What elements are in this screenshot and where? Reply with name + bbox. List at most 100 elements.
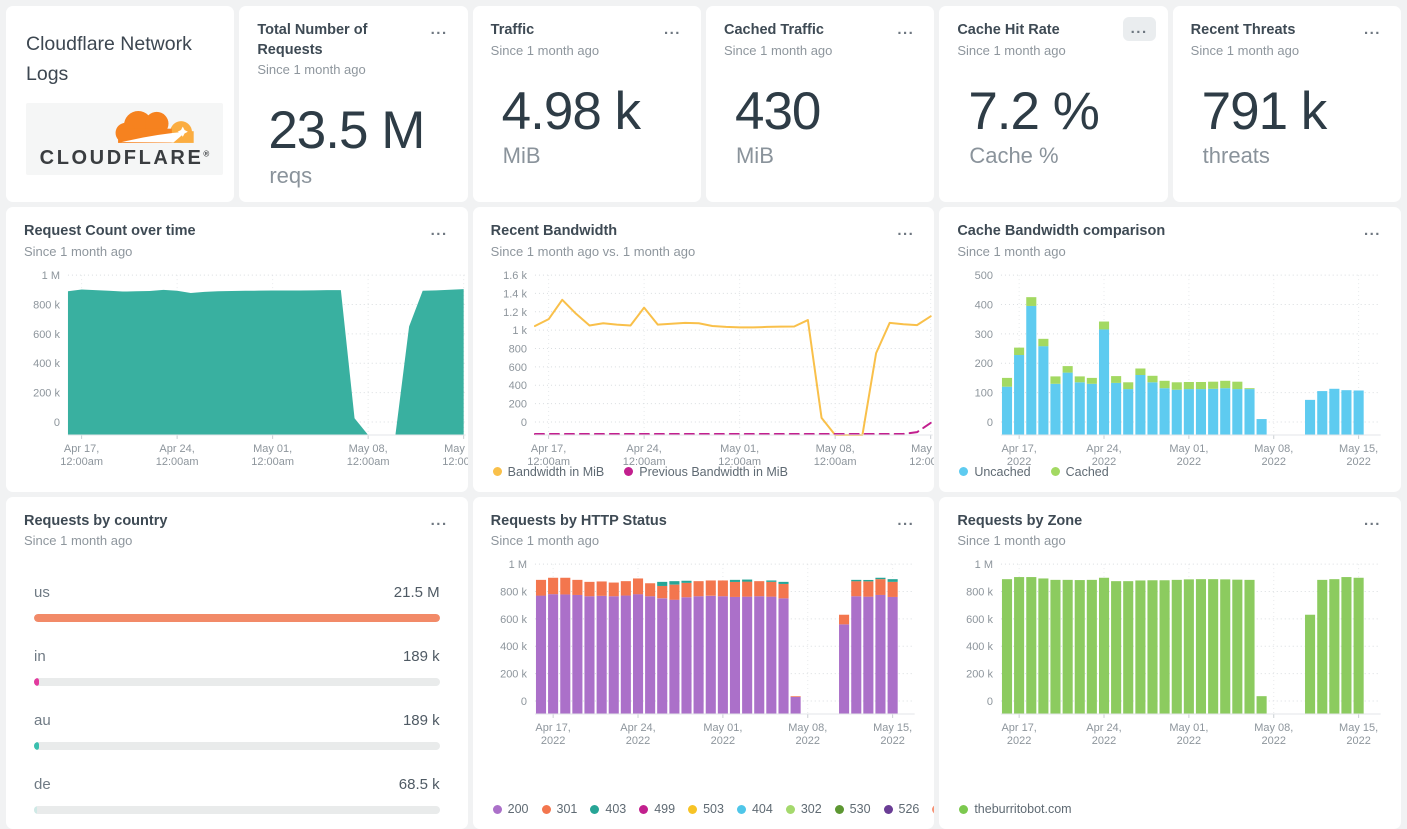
country-row-in: in 189 k	[34, 648, 440, 687]
svg-text:May 08,: May 08,	[788, 722, 827, 734]
country-bar-fill	[34, 614, 440, 623]
legend-item[interactable]: 302	[785, 802, 822, 816]
kebab-menu-button[interactable]: ...	[430, 21, 448, 38]
country-value: 21.5 M	[393, 584, 440, 602]
legend-item[interactable]: 404	[736, 802, 773, 817]
legend-item[interactable]: Previous Bandwidth in MiB	[624, 465, 788, 479]
legend-item[interactable]: theburritobot.com	[959, 802, 1072, 816]
legend-label: 301	[556, 802, 578, 817]
legend-item[interactable]: 403	[590, 802, 626, 816]
legend-label: 526	[898, 802, 920, 817]
kebab-menu-button[interactable]: ...	[1363, 511, 1381, 529]
country-row-au: au 189 k	[34, 712, 440, 751]
svg-text:May 15,: May 15,	[444, 442, 468, 454]
cloudflare-logo: CLOUDFLARE®	[26, 103, 223, 176]
svg-text:Apr 17,: Apr 17,	[535, 722, 570, 734]
kebab-menu-button[interactable]: ...	[1363, 21, 1381, 38]
svg-text:2022: 2022	[1177, 455, 1201, 467]
country-bar-track	[34, 742, 440, 751]
legend-item[interactable]: Uncached	[959, 465, 1031, 479]
bandwidth-legend: Bandwidth in MiB Previous Bandwidth in Mi…	[492, 465, 788, 479]
country-label: us	[34, 584, 50, 602]
legend-item[interactable]: Cached	[1050, 465, 1109, 479]
svg-text:500: 500	[975, 270, 993, 282]
panel-subtitle: Since 1 month ago	[1190, 42, 1300, 58]
svg-text:300: 300	[975, 328, 993, 340]
panel-title: Cached Traffic	[723, 22, 824, 38]
panel-cache-bandwidth: Cache Bandwidth comparison Since 1 month…	[939, 207, 1401, 492]
svg-text:600 k: 600 k	[33, 328, 60, 340]
svg-text:800 k: 800 k	[500, 587, 527, 599]
legend-dot-icon	[492, 467, 502, 477]
svg-text:Apr 24,: Apr 24,	[1087, 442, 1122, 454]
svg-text:400: 400	[975, 299, 993, 311]
svg-text:May 01,: May 01,	[1170, 442, 1209, 454]
country-bar-fill	[34, 742, 39, 751]
kebab-menu-button[interactable]: ...	[897, 511, 915, 529]
stat-value: 23.5 M	[268, 101, 425, 161]
kebab-menu-button[interactable]: ...	[1122, 17, 1156, 41]
svg-text:May 15,: May 15,	[1339, 722, 1378, 734]
panel-subtitle: Since 1 month ago	[723, 42, 833, 58]
kebab-menu-button[interactable]: ...	[897, 222, 915, 239]
svg-text:May 01,: May 01,	[703, 722, 742, 734]
svg-text:May 08,: May 08,	[815, 443, 854, 455]
stat-unit: reqs	[269, 162, 313, 188]
country-bar-track	[34, 806, 440, 815]
legend-label: 200	[507, 802, 529, 817]
stat-card-recent-threats: Recent Threats Since 1 month ago ... 791…	[1172, 6, 1401, 202]
svg-text:Apr 17,: Apr 17,	[1002, 722, 1037, 734]
stat-unit: MiB	[735, 143, 774, 169]
svg-text:1.4 k: 1.4 k	[503, 288, 527, 300]
panel-title: Recent Bandwidth	[490, 223, 618, 239]
panel-title: Requests by Zone	[957, 512, 1083, 529]
legend-item[interactable]: 503	[688, 802, 724, 816]
panel-title: Cache Bandwidth comparison	[957, 223, 1166, 239]
middle-row: Request Count over time Since 1 month ag…	[6, 207, 1401, 492]
legend-item[interactable]: 530	[834, 802, 871, 816]
legend-item[interactable]: Bandwidth in MiB	[492, 465, 604, 479]
country-label: au	[34, 712, 51, 730]
legend-dot-icon	[959, 804, 969, 814]
svg-text:2022: 2022	[710, 735, 734, 747]
svg-text:Apr 24,: Apr 24,	[620, 722, 655, 734]
svg-text:0: 0	[987, 417, 993, 429]
legend-item[interactable]: 200	[492, 802, 529, 817]
legend-item[interactable]: 524	[932, 802, 935, 816]
kebab-menu-button[interactable]: ...	[430, 511, 448, 529]
top-row: Cloudflare Network Logs CLOUDFLARE®	[6, 6, 1401, 202]
panel-subtitle: Since 1 month ago	[957, 243, 1066, 259]
cloudflare-wordmark: CLOUDFLARE®	[39, 147, 210, 170]
kebab-menu-button[interactable]: ...	[663, 21, 681, 38]
legend-item[interactable]: 526	[883, 802, 920, 817]
svg-text:200: 200	[975, 358, 993, 370]
svg-text:600: 600	[508, 361, 526, 373]
svg-text:Apr 17,: Apr 17,	[64, 442, 99, 454]
svg-text:12:00am: 12:00am	[347, 455, 390, 467]
legend-label: 403	[605, 802, 627, 817]
legend-item[interactable]: 301	[541, 802, 578, 817]
panel-recent-bandwidth: Recent Bandwidth Since 1 month ago vs. 1…	[472, 207, 935, 492]
svg-text:400 k: 400 k	[33, 358, 60, 370]
kebab-menu-button[interactable]: ...	[430, 222, 448, 239]
panel-title: Cache Hit Rate	[957, 22, 1060, 38]
stat-unit: MiB	[502, 143, 541, 169]
country-value: 68.5 k	[398, 776, 440, 794]
svg-text:1.6 k: 1.6 k	[503, 270, 527, 282]
stat-value: 4.98 k	[501, 81, 641, 141]
kebab-menu-button[interactable]: ...	[1363, 222, 1381, 239]
svg-text:800 k: 800 k	[966, 587, 993, 599]
legend-dot-icon	[541, 804, 551, 814]
svg-text:Apr 24,: Apr 24,	[626, 443, 661, 455]
legend-label: 404	[751, 802, 773, 817]
legend-item[interactable]: 499	[639, 802, 675, 816]
kebab-menu-button[interactable]: ...	[897, 21, 915, 38]
svg-text:May 15,: May 15,	[1339, 442, 1378, 454]
svg-text:12:00am: 12:00am	[813, 455, 856, 467]
svg-text:2022: 2022	[541, 735, 565, 747]
